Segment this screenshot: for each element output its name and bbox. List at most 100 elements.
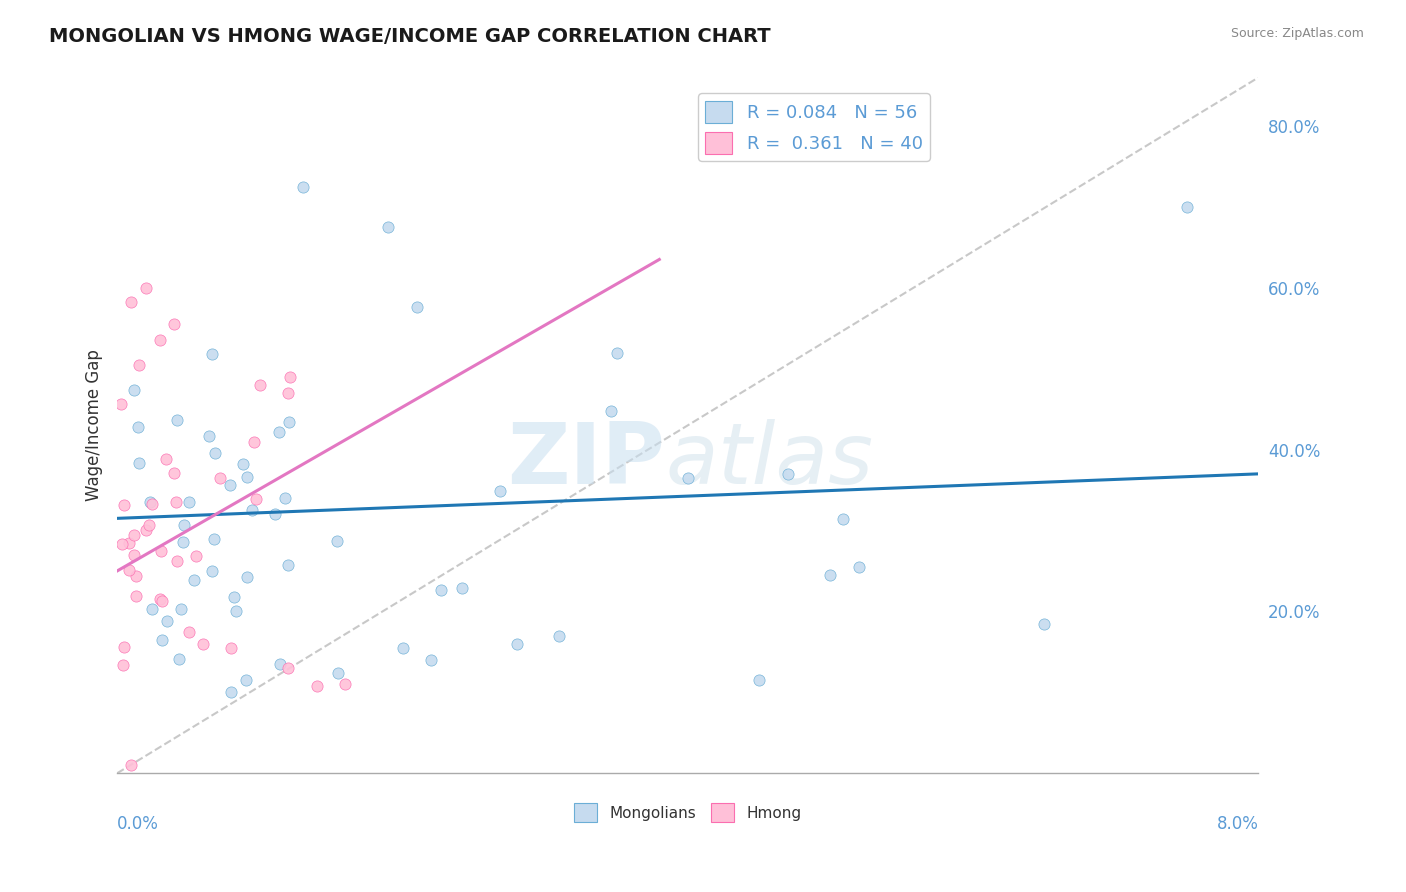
- Point: [155, 614, 177, 628]
- Point: [128, 456, 150, 470]
- Point: [138, 517, 160, 532]
- Point: [221, 685, 243, 699]
- Text: ZIP: ZIP: [508, 418, 665, 501]
- Point: [202, 532, 225, 546]
- Point: [277, 558, 299, 572]
- Point: [177, 624, 200, 639]
- Point: [209, 471, 232, 485]
- Point: [163, 466, 186, 480]
- Point: [222, 591, 245, 605]
- Point: [112, 499, 135, 513]
- Point: [141, 497, 163, 511]
- Point: [831, 512, 853, 526]
- Point: [117, 563, 139, 577]
- Point: [267, 425, 290, 439]
- Point: [236, 570, 259, 584]
- Point: [291, 179, 314, 194]
- Point: [225, 604, 247, 618]
- Point: [676, 471, 699, 485]
- Point: [122, 383, 145, 397]
- Point: [489, 483, 512, 498]
- Point: [198, 428, 221, 442]
- Point: [264, 507, 287, 521]
- Point: [277, 386, 299, 401]
- Point: [125, 589, 148, 603]
- Point: [183, 573, 205, 587]
- Point: [111, 537, 134, 551]
- Point: [278, 415, 301, 429]
- Point: [420, 653, 443, 667]
- Point: [172, 534, 194, 549]
- Point: [605, 345, 627, 359]
- Point: [377, 220, 399, 235]
- Text: Source: ZipAtlas.com: Source: ZipAtlas.com: [1230, 27, 1364, 40]
- Text: MONGOLIAN VS HMONG WAGE/INCOME GAP CORRELATION CHART: MONGOLIAN VS HMONG WAGE/INCOME GAP CORRE…: [49, 27, 770, 45]
- Point: [235, 673, 257, 688]
- Point: [122, 549, 145, 563]
- Point: [269, 657, 291, 671]
- Point: [149, 544, 172, 558]
- Point: [173, 518, 195, 533]
- Point: [748, 673, 770, 688]
- Point: [124, 527, 146, 541]
- Point: [165, 495, 187, 509]
- Point: [820, 568, 842, 582]
- Point: [166, 554, 188, 568]
- Point: [776, 467, 799, 481]
- Point: [135, 281, 157, 295]
- Point: [141, 602, 163, 616]
- Point: [221, 640, 243, 655]
- Point: [505, 637, 527, 651]
- Point: [236, 470, 259, 484]
- Point: [110, 397, 132, 411]
- Point: [135, 524, 157, 538]
- Point: [149, 592, 172, 607]
- Point: [1175, 200, 1198, 214]
- Point: [1033, 616, 1056, 631]
- Point: [149, 334, 172, 348]
- Point: [325, 533, 347, 548]
- Point: [186, 549, 208, 564]
- Point: [430, 582, 453, 597]
- Point: [166, 412, 188, 426]
- Point: [406, 300, 429, 314]
- Point: [245, 491, 267, 506]
- Point: [124, 568, 146, 582]
- Point: [278, 370, 301, 384]
- Legend: Mongolians, Hmong: Mongolians, Hmong: [568, 797, 807, 828]
- Point: [548, 629, 571, 643]
- Point: [243, 434, 266, 449]
- Point: [273, 491, 295, 505]
- Point: [305, 679, 328, 693]
- Point: [120, 295, 142, 310]
- Point: [128, 358, 150, 372]
- Point: [232, 457, 254, 471]
- Point: [117, 535, 139, 549]
- Point: [335, 677, 357, 691]
- Point: [326, 665, 349, 680]
- Point: [240, 503, 263, 517]
- Y-axis label: Wage/Income Gap: Wage/Income Gap: [86, 350, 103, 501]
- Point: [152, 594, 174, 608]
- Point: [277, 661, 299, 675]
- Point: [249, 377, 271, 392]
- Text: 8.0%: 8.0%: [1216, 815, 1258, 833]
- Point: [127, 420, 149, 434]
- Point: [201, 564, 224, 578]
- Point: [155, 451, 177, 466]
- Point: [219, 477, 242, 491]
- Text: atlas: atlas: [665, 418, 873, 501]
- Point: [112, 640, 135, 654]
- Point: [600, 403, 623, 417]
- Point: [120, 758, 142, 772]
- Point: [167, 652, 190, 666]
- Point: [450, 582, 472, 596]
- Point: [150, 633, 173, 648]
- Point: [201, 347, 224, 361]
- Point: [112, 658, 135, 673]
- Text: 0.0%: 0.0%: [117, 815, 159, 833]
- Point: [391, 640, 413, 655]
- Point: [139, 494, 162, 508]
- Point: [170, 602, 193, 616]
- Point: [177, 495, 200, 509]
